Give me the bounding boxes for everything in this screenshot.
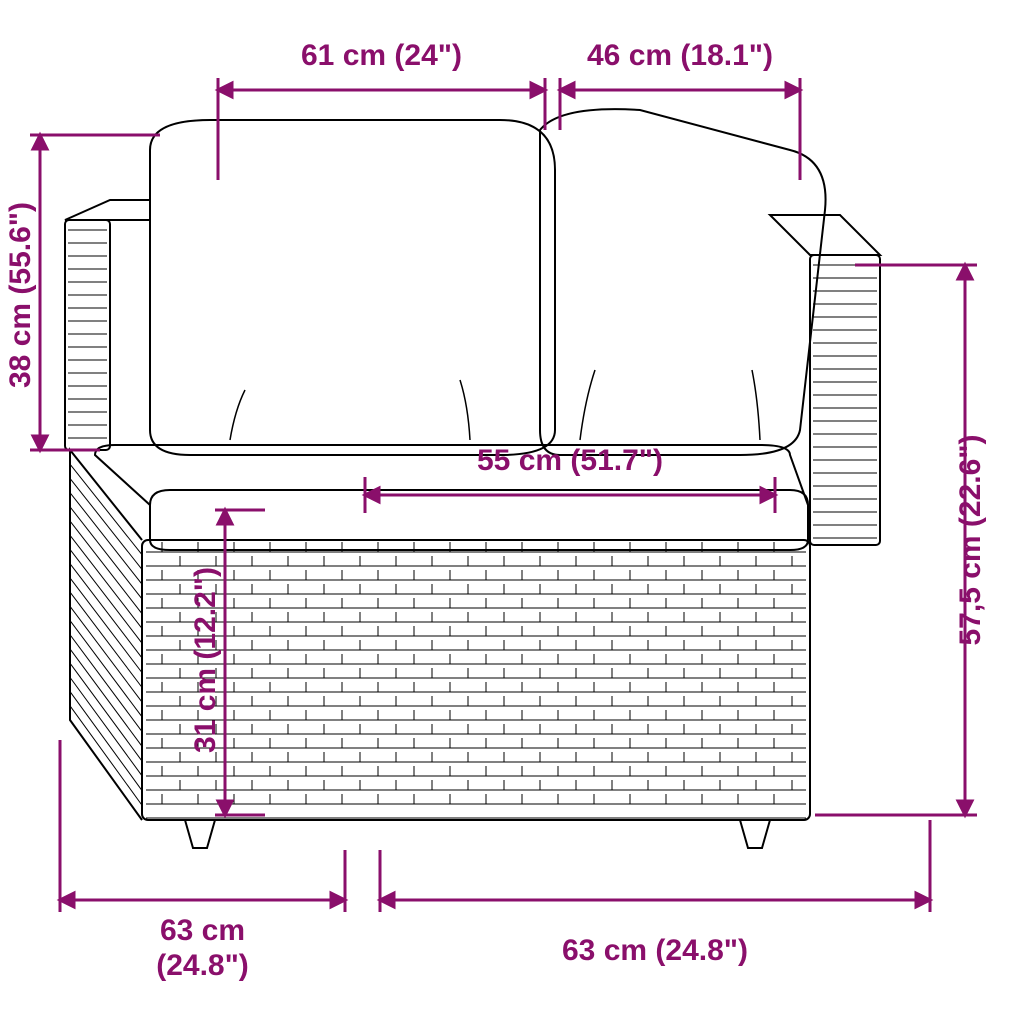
dim-seat-height: 31 cm (12.2") bbox=[189, 567, 222, 753]
dim-side-cushion-width: 46 cm (18.1") bbox=[587, 39, 773, 72]
dim-back-cushion-width: 61 cm (24") bbox=[301, 39, 462, 72]
dim-overall-width: 63 cm (24.8") bbox=[562, 934, 748, 967]
dim-arm-height: 57,5 cm (22.6") bbox=[954, 434, 987, 645]
dim-depth-imperial: (24.8") bbox=[156, 949, 249, 982]
dim-cushion-height: 38 cm (55.6") bbox=[4, 202, 37, 388]
sofa-sketch bbox=[65, 109, 880, 848]
dim-seat-width: 55 cm (51.7") bbox=[477, 444, 663, 477]
dim-depth: 63 cm bbox=[160, 914, 245, 947]
